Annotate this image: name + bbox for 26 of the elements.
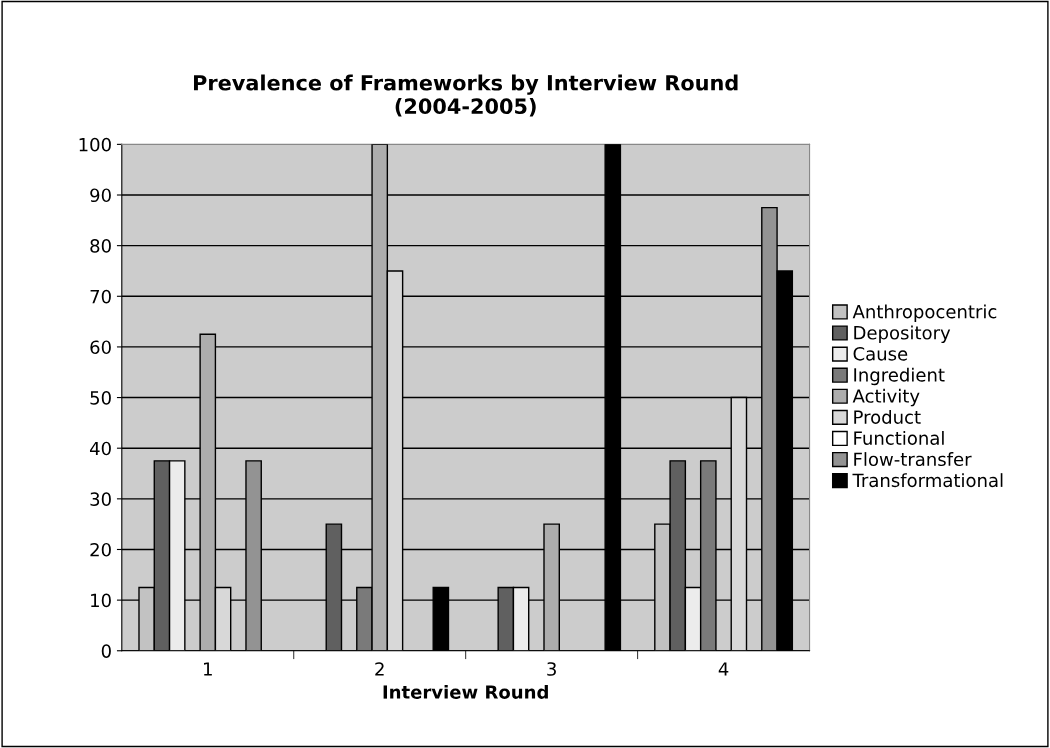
y-tick-label: 40: [89, 441, 111, 456]
y-tick-label: 80: [90, 239, 111, 253]
x-tick-label: 1: [204, 662, 212, 676]
chart-title: Prevalence of Frameworks by Interview Round (2004-2005): [194, 74, 738, 117]
legend-label: Cause: [853, 346, 908, 361]
y-tick-label: 60: [90, 340, 111, 355]
y-tick-label: 20: [90, 542, 111, 557]
legend-label: Ingredient: [854, 367, 945, 386]
x-tick-label: 3: [547, 662, 556, 676]
legend-label: Activity: [852, 388, 920, 407]
x-axis-title: Interview Round: [383, 684, 548, 699]
y-tick-label: 70: [90, 289, 111, 304]
legend-label: Flow-transfer: [854, 452, 972, 467]
y-tick-label: 0: [101, 644, 111, 658]
y-tick-label: 30: [90, 492, 111, 506]
y-tick-label: 10: [91, 593, 111, 608]
y-tick-label: 90: [90, 188, 111, 203]
y-tick-label: 100: [79, 137, 111, 152]
x-tick-label: 2: [375, 662, 384, 676]
legend-label: Product: [854, 409, 921, 424]
x-tick-label: 4: [718, 662, 729, 676]
legend-label: Functional: [854, 431, 944, 445]
legend-label: Transformational: [852, 473, 1003, 488]
legend-label: Depository: [854, 325, 951, 344]
legend-label: Anthropocentric: [852, 304, 997, 322]
y-tick-label: 50: [90, 391, 111, 405]
